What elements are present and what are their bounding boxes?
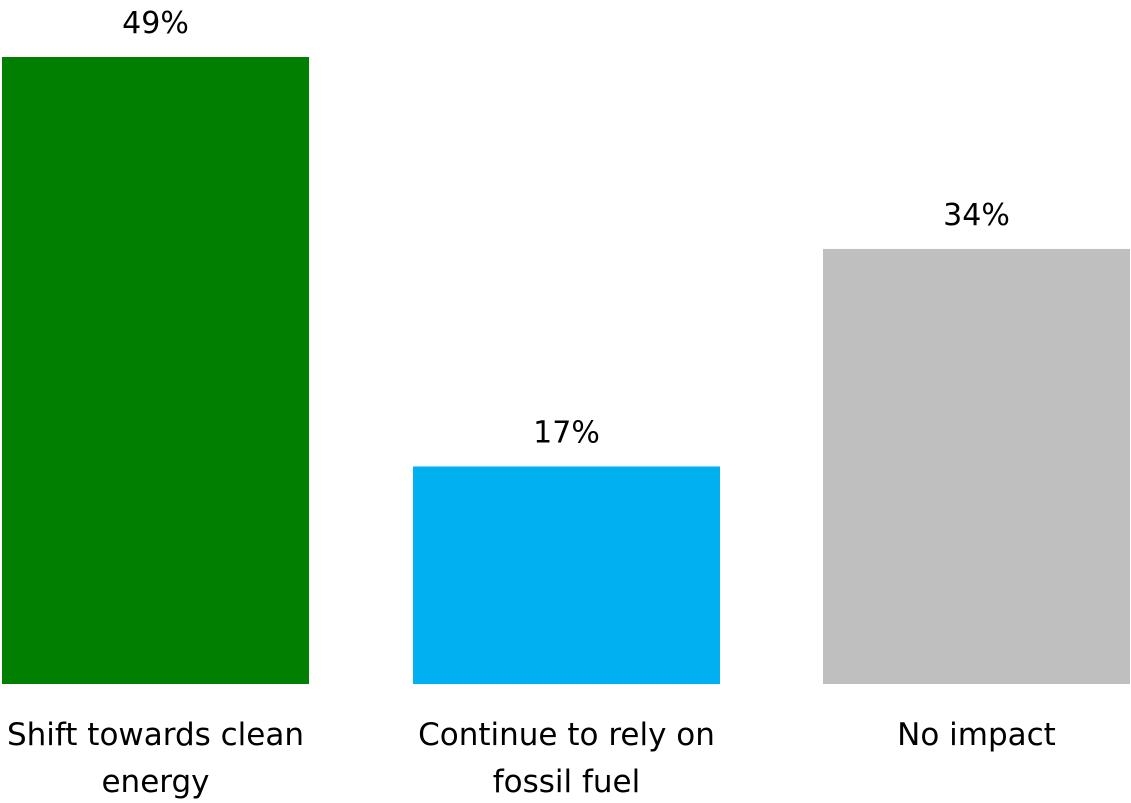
- category-label-1-line-1: Shift towards clean: [7, 717, 304, 753]
- bar-1: [2, 57, 309, 684]
- bar-2: [413, 466, 720, 684]
- category-label-1-line-2: energy: [101, 764, 209, 800]
- value-label-3: 34%: [943, 198, 1010, 233]
- bar-3: [823, 248, 1130, 684]
- value-labels: 49% 17% 34%: [122, 6, 1010, 450]
- value-label-2: 17%: [533, 415, 600, 450]
- category-label-2-line-1: Continue to rely on: [418, 717, 715, 753]
- category-label-2-line-2: fossil fuel: [493, 764, 641, 800]
- value-label-1: 49%: [122, 6, 189, 41]
- category-labels: Shift towards clean energy Continue to rel…: [7, 717, 1056, 800]
- bars: [2, 57, 1130, 684]
- category-label-3-line-1: No impact: [897, 717, 1056, 753]
